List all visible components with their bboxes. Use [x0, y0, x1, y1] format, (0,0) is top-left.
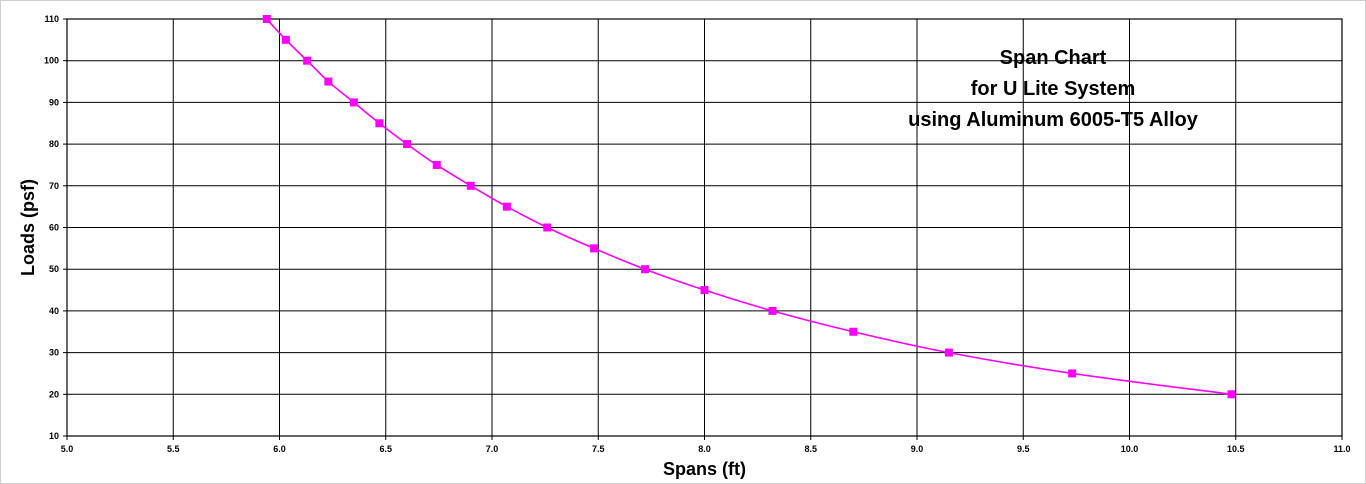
- chart-title-line: Span Chart: [1000, 47, 1107, 69]
- x-tick-label: 7.5: [592, 444, 605, 454]
- y-tick-label: 70: [49, 181, 59, 191]
- data-point-marker: [1227, 390, 1236, 399]
- series-layer: [262, 15, 1236, 399]
- x-tick-label: 10.0: [1121, 444, 1139, 454]
- y-tick-label: 90: [49, 97, 59, 107]
- data-point-marker: [375, 119, 384, 128]
- series-line: [266, 18, 1232, 396]
- x-tick-label: 11.0: [1333, 444, 1350, 454]
- data-point-marker: [502, 202, 511, 211]
- y-axis-title: Loads (psf): [18, 179, 38, 276]
- x-tick-label: 5.5: [167, 444, 180, 454]
- x-tick-label: 6.0: [273, 444, 286, 454]
- x-tick-label: 5.0: [61, 444, 74, 454]
- data-point-marker: [1068, 369, 1077, 378]
- y-tick-label: 110: [44, 14, 59, 24]
- chart-title: Span Chart for U Lite System using Aluminu…: [908, 47, 1199, 131]
- data-point-marker: [303, 56, 312, 65]
- data-point-marker: [403, 140, 411, 149]
- x-tick-label: 8.0: [698, 444, 711, 454]
- data-point-marker: [768, 306, 777, 315]
- x-tick-label: 9.5: [1017, 444, 1030, 454]
- y-tick-label: 40: [49, 306, 59, 316]
- x-tick-label: 6.5: [379, 444, 392, 454]
- y-tick-label: 50: [49, 264, 59, 274]
- chart-title-line: using Aluminum 6005-T5 Alloy: [908, 109, 1199, 131]
- x-tick-label: 10.5: [1227, 444, 1245, 454]
- data-point-marker: [849, 327, 858, 336]
- data-point-marker: [349, 98, 358, 107]
- x-tick-label: 9.0: [911, 444, 924, 454]
- plot-area-border: [66, 18, 1343, 437]
- y-tick-label: 100: [44, 56, 59, 66]
- tick-labels: 5.0 5.5 6.0 6.5 7.0 7.5 8.0 8.5 9.0 9.5 10.0 10.5 11…: [44, 14, 1351, 454]
- data-point-marker: [641, 265, 649, 274]
- data-point-marker: [432, 160, 441, 169]
- chart-title-line: for U Lite System: [971, 78, 1135, 100]
- data-point-marker: [590, 244, 598, 253]
- y-tick-label: 20: [49, 389, 59, 399]
- data-point-marker: [700, 286, 709, 295]
- y-tick-label: 30: [49, 348, 59, 358]
- data-point-marker: [944, 348, 953, 357]
- data-point-marker: [324, 77, 333, 86]
- x-tick-label: 7.0: [486, 444, 499, 454]
- x-tick-label: 8.5: [804, 444, 817, 454]
- y-tick-label: 10: [49, 431, 59, 441]
- y-tick-label: 80: [49, 139, 59, 149]
- data-point-marker: [281, 35, 290, 44]
- data-point-marker: [262, 15, 271, 23]
- data-point-marker: [466, 181, 475, 190]
- x-axis-title: Spans (ft): [663, 459, 746, 479]
- data-point-marker: [543, 223, 552, 232]
- y-tick-label: 60: [49, 223, 59, 233]
